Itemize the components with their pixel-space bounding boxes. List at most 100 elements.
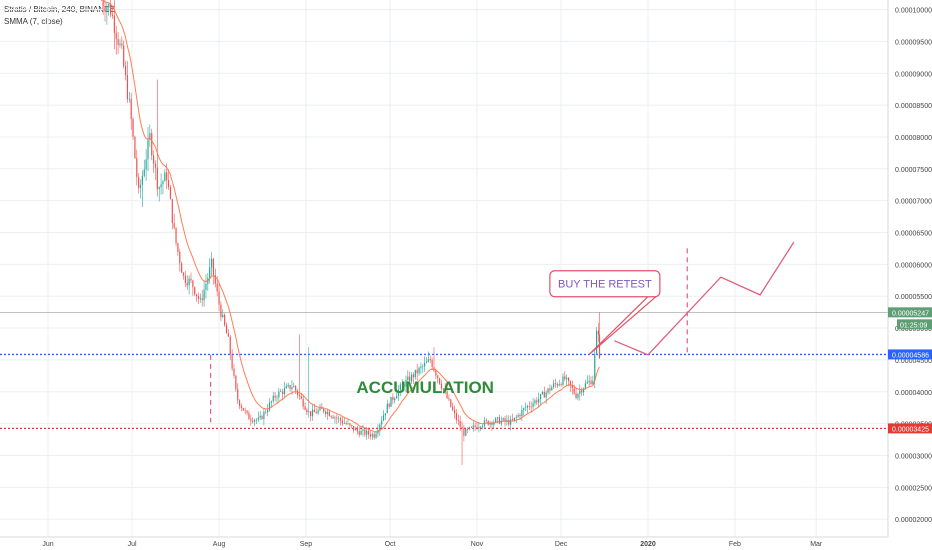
candle xyxy=(147,126,149,172)
candle-body xyxy=(156,167,158,190)
candle xyxy=(179,248,181,272)
candle xyxy=(270,400,272,408)
candle-body xyxy=(311,409,314,417)
candle xyxy=(267,404,269,417)
candle-body xyxy=(581,390,583,393)
candle xyxy=(115,25,117,55)
candle-body xyxy=(459,420,461,427)
candle-body xyxy=(123,45,125,67)
candle-body xyxy=(210,258,213,268)
candle xyxy=(332,414,334,419)
candle-body xyxy=(534,400,536,404)
candle-body xyxy=(524,407,527,409)
candle xyxy=(229,335,231,360)
candle xyxy=(263,408,265,426)
candle xyxy=(586,375,588,385)
candle xyxy=(416,363,418,381)
candle-body xyxy=(399,384,401,390)
candle xyxy=(261,414,263,420)
candle-body xyxy=(302,398,304,407)
candle-body xyxy=(461,426,463,429)
candle-body xyxy=(379,424,381,431)
candle xyxy=(465,427,467,437)
candle-body xyxy=(281,391,284,394)
candle xyxy=(162,179,164,195)
candle xyxy=(405,375,407,393)
candle-body xyxy=(485,420,487,421)
candle-body xyxy=(326,411,329,414)
candle-body xyxy=(267,410,269,413)
candle-body xyxy=(437,375,439,379)
candle xyxy=(108,3,110,16)
candle xyxy=(188,275,190,295)
candle-body xyxy=(117,38,119,45)
candle xyxy=(255,418,258,425)
candle-body xyxy=(141,175,143,185)
candle xyxy=(336,414,338,424)
x-tick-label: Jul xyxy=(128,541,137,548)
candle xyxy=(310,411,312,422)
candle-body xyxy=(594,354,596,381)
candle-body xyxy=(532,403,534,407)
candle xyxy=(139,179,142,199)
candle xyxy=(287,382,289,389)
candle xyxy=(186,275,188,290)
indicator-label[interactable]: SMMA (7, close) xyxy=(4,17,63,26)
price-label-box xyxy=(888,349,932,360)
x-tick-label: Jun xyxy=(42,541,53,548)
candle xyxy=(422,363,424,373)
candle-body xyxy=(229,336,231,355)
candle-body xyxy=(334,417,336,419)
candle xyxy=(524,402,527,411)
candle-body xyxy=(145,159,147,170)
candle-body xyxy=(162,181,164,185)
candle xyxy=(197,292,200,305)
candle xyxy=(248,410,250,420)
candle-body xyxy=(268,402,271,411)
candle xyxy=(196,294,198,302)
candle xyxy=(547,387,549,395)
candle xyxy=(317,408,319,416)
candle xyxy=(164,169,166,182)
candle-body xyxy=(209,267,211,279)
candle-body xyxy=(205,283,207,290)
candle-body xyxy=(551,387,553,391)
candle-body xyxy=(573,388,575,394)
candle-body xyxy=(401,384,403,385)
candle-body xyxy=(158,187,160,190)
candle-body xyxy=(173,223,175,228)
candle xyxy=(272,391,274,404)
candle-body xyxy=(272,395,274,402)
candle xyxy=(205,274,207,299)
candle xyxy=(467,427,469,434)
candle xyxy=(401,379,403,385)
y-tick-label: 0.00005500 xyxy=(895,294,932,301)
candle-body xyxy=(508,419,510,425)
candle-body xyxy=(235,375,237,390)
candle xyxy=(493,419,495,429)
candle xyxy=(285,383,287,389)
candle-body xyxy=(420,366,422,368)
candle xyxy=(295,385,297,394)
candle-body xyxy=(360,430,362,435)
x-tick-label: Dec xyxy=(555,541,568,548)
candle xyxy=(371,432,373,440)
x-tick-label: Aug xyxy=(213,541,226,548)
candle-body xyxy=(308,411,310,413)
candle-body xyxy=(356,428,358,432)
candle-body xyxy=(496,417,499,419)
candle-body xyxy=(567,377,570,382)
y-tick-label: 0.00008500 xyxy=(895,103,932,110)
candle xyxy=(478,422,480,433)
candle xyxy=(227,329,229,337)
candle xyxy=(588,374,590,387)
candle-body xyxy=(175,227,177,244)
candle-body xyxy=(212,258,215,275)
candle xyxy=(538,392,540,408)
candle xyxy=(154,160,157,180)
horizontal-levels xyxy=(0,311,888,430)
callout-text: BUY THE RETEST xyxy=(558,279,652,291)
candle xyxy=(156,79,158,197)
candle-body xyxy=(545,392,547,398)
